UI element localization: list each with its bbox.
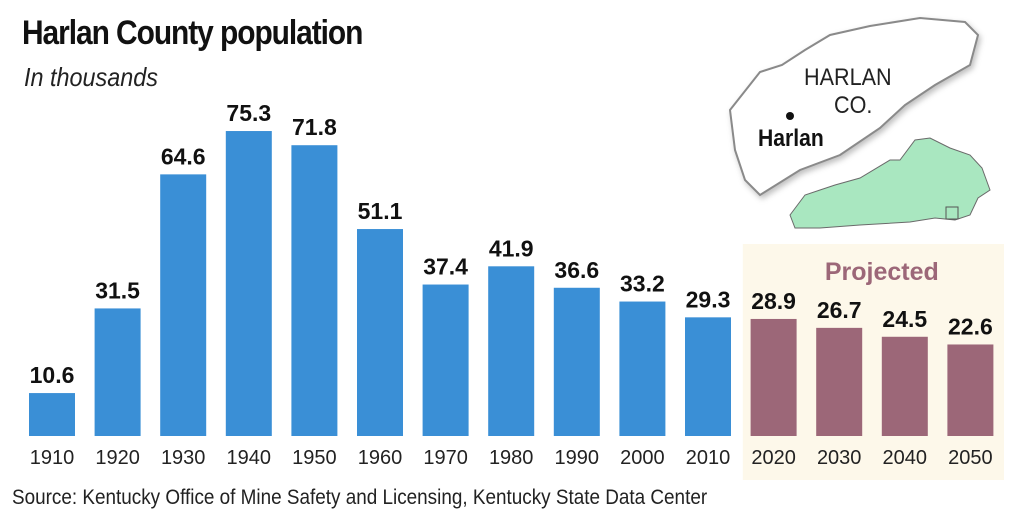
county-locator-box: [945, 206, 959, 220]
x-tick-label-2030: 2030: [817, 447, 862, 469]
bar-1990: [553, 287, 600, 436]
projected-label: Projected: [825, 258, 939, 286]
x-tick-label-1940: 1940: [227, 447, 272, 469]
county-label-line2: CO.: [834, 92, 873, 119]
x-tick-label-1980: 1980: [489, 447, 534, 469]
county-label-line1: HARLAN: [804, 64, 892, 91]
bar-1930: [160, 174, 207, 436]
value-label-1920: 31.5: [95, 277, 140, 303]
kentucky-state-shape: [789, 137, 991, 229]
x-tick-label-2040: 2040: [883, 447, 928, 469]
harlan-city-dot: [786, 112, 794, 120]
bar-1960: [357, 229, 403, 436]
value-label-1970: 37.4: [423, 254, 468, 280]
value-label-2050: 22.6: [948, 313, 993, 339]
bar-1970: [422, 284, 469, 436]
bar-2000: [619, 301, 666, 436]
value-label-1980: 41.9: [489, 235, 534, 261]
bar-2030: [816, 327, 863, 436]
source-note: Source: Kentucky Office of Mine Safety a…: [12, 486, 708, 509]
bar-2010: [685, 317, 731, 436]
value-label-2000: 33.2: [620, 271, 665, 297]
value-label-1930: 64.6: [161, 143, 206, 169]
kentucky-map-icon: [728, 16, 991, 229]
x-tick-label-1990: 1990: [555, 447, 600, 469]
value-label-2020: 28.9: [751, 288, 796, 314]
bar-2040: [881, 336, 928, 436]
city-label: Harlan: [758, 125, 824, 152]
harlan-county-shape: [728, 16, 980, 197]
bar-2020: [750, 318, 797, 436]
locator-map: HARLAN CO. Harlan: [720, 10, 1010, 235]
bar-1920: [94, 308, 141, 436]
x-tick-label-2020: 2020: [751, 447, 796, 469]
value-label-2010: 29.3: [686, 286, 731, 312]
value-label-1910: 10.6: [30, 362, 75, 388]
bar-2050: [947, 344, 994, 436]
bar-1910: [29, 393, 75, 436]
x-tick-label-1910: 1910: [30, 447, 75, 469]
value-label-2040: 24.5: [882, 306, 927, 332]
x-tick-label-1970: 1970: [423, 447, 468, 469]
value-label-1960: 51.1: [358, 198, 403, 224]
value-label-2030: 26.7: [817, 297, 862, 323]
x-tick-label-2010: 2010: [686, 447, 731, 469]
value-label-1940: 75.3: [226, 100, 271, 126]
bar-1940: [225, 131, 272, 436]
x-tick-label-1950: 1950: [292, 447, 337, 469]
x-tick-label-1960: 1960: [358, 447, 403, 469]
x-tick-label-1930: 1930: [161, 447, 206, 469]
value-label-1990: 36.6: [554, 257, 599, 283]
bar-1950: [291, 145, 338, 436]
chart-subtitle: In thousands: [24, 62, 159, 92]
chart-title: Harlan County population: [22, 14, 363, 52]
x-tick-label-2050: 2050: [948, 447, 993, 469]
x-tick-label-2000: 2000: [620, 447, 665, 469]
bar-1980: [488, 266, 535, 436]
x-tick-label-1920: 1920: [95, 447, 140, 469]
value-label-1950: 71.8: [292, 114, 337, 140]
